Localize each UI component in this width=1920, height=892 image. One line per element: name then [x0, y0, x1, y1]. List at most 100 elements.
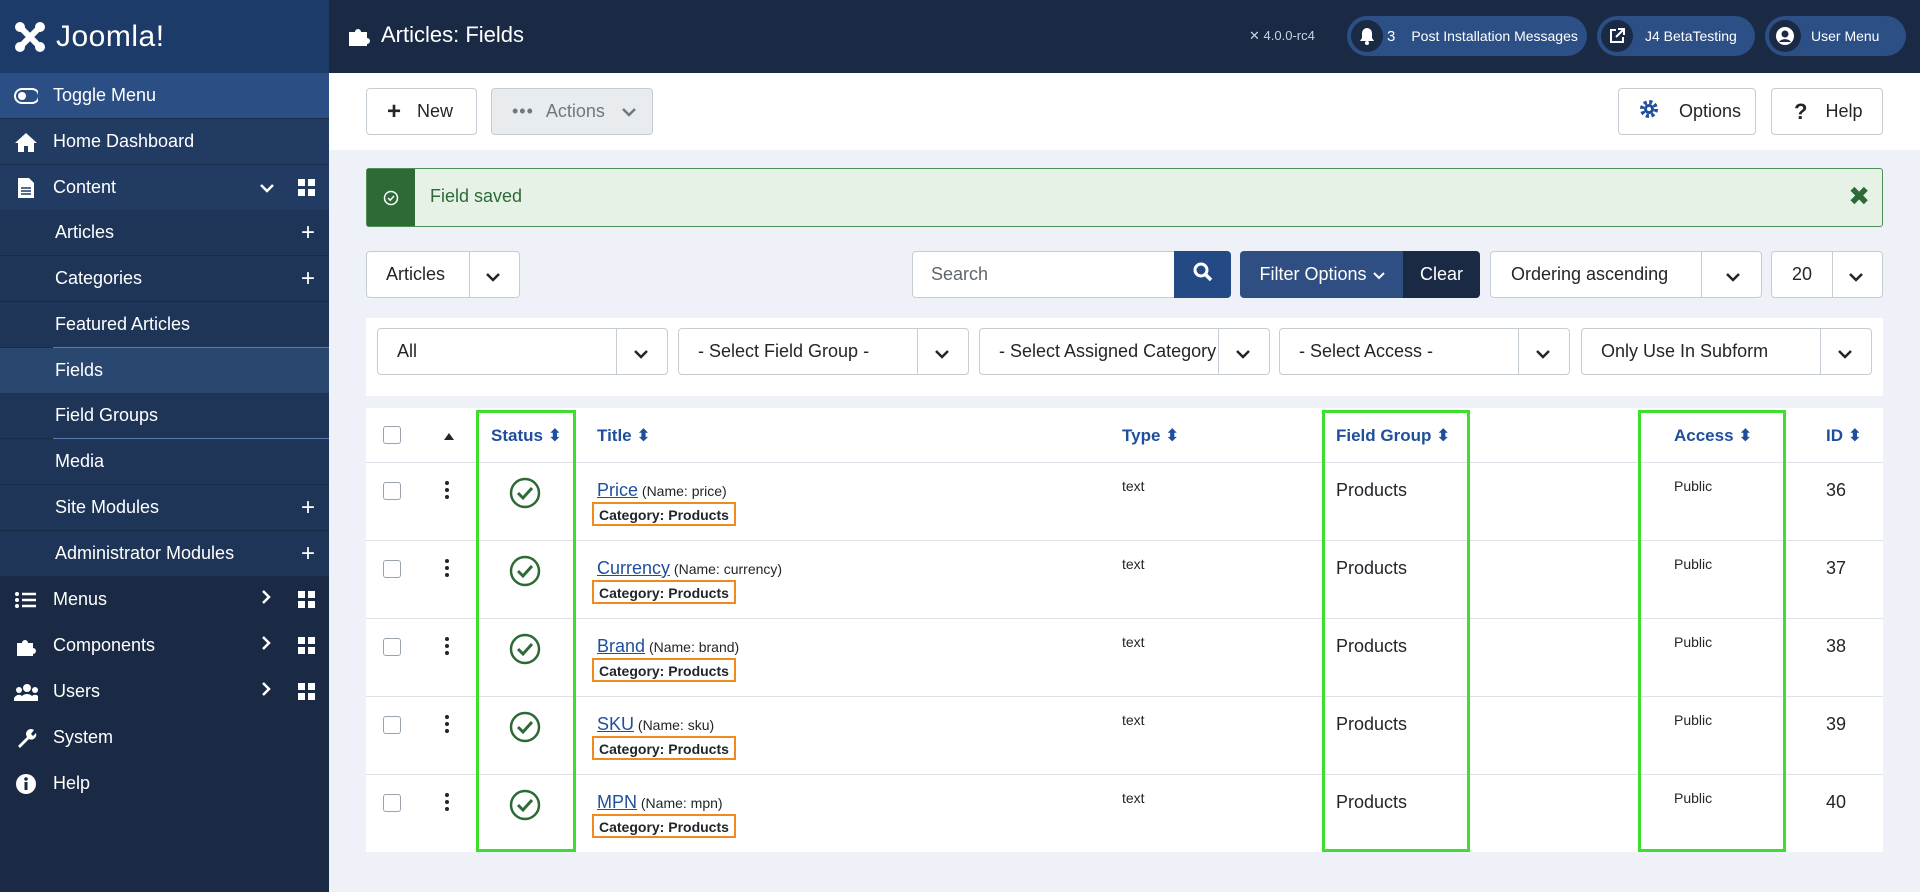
divider	[53, 347, 329, 348]
plus-icon[interactable]: +	[300, 493, 315, 521]
sort-icon: ⬍	[1847, 426, 1862, 445]
row-checkbox[interactable]	[383, 638, 401, 656]
sidebar-item-home-dashboard[interactable]: Home Dashboard	[0, 119, 329, 164]
gear-icon	[1639, 99, 1659, 124]
options-button[interactable]: Options	[1618, 88, 1756, 135]
plus-icon[interactable]: +	[300, 218, 315, 246]
access-column-highlight	[1638, 410, 1786, 852]
field-title-link[interactable]: SKU	[597, 714, 635, 734]
column-header-id[interactable]: ID ⬍	[1826, 426, 1862, 446]
joomla-mini-icon: ✕	[1249, 28, 1260, 43]
published-check-icon[interactable]	[509, 633, 541, 670]
published-check-icon[interactable]	[509, 477, 541, 514]
sidebar-item-label: Media	[55, 451, 105, 471]
field-title-link[interactable]: Brand	[597, 636, 646, 656]
version-label: ✕ 4.0.0-rc4	[1249, 28, 1315, 44]
access-cell: Public	[1674, 790, 1713, 806]
sort-ordering-icon[interactable]	[443, 428, 455, 446]
filter-options-button[interactable]: Filter Options	[1240, 251, 1404, 298]
close-icon[interactable]: ✖	[1848, 181, 1870, 211]
published-check-icon[interactable]	[509, 711, 541, 748]
access-filter-select[interactable]: - Select Access -	[1279, 328, 1570, 375]
select-all-checkbox[interactable]	[383, 426, 401, 444]
j4-betatesting-button[interactable]: J4 BetaTesting	[1597, 16, 1755, 56]
toggle-menu-button[interactable]: Toggle Menu	[0, 73, 329, 118]
search-button[interactable]	[1174, 251, 1231, 298]
ordering-select[interactable]: Ordering ascending	[1490, 251, 1762, 298]
filter-value: All	[397, 341, 418, 361]
column-header-title[interactable]: Title ⬍	[597, 426, 651, 446]
row-checkbox[interactable]	[383, 560, 401, 578]
sidebar-item-media[interactable]: Media	[0, 439, 329, 484]
sidebar-item-label: Administrator Modules	[55, 543, 235, 563]
sidebar-item-fields[interactable]: Fields	[0, 348, 329, 393]
dashboard-grid-icon[interactable]	[298, 591, 315, 608]
kebab-menu-icon[interactable]	[445, 637, 449, 658]
sidebar-item-administrator-modules[interactable]: Administrator Modules +	[0, 531, 329, 576]
chevron-right-icon[interactable]	[261, 680, 271, 703]
sidebar-item-users[interactable]: Users	[0, 669, 329, 714]
sidebar-item-featured-articles[interactable]: Featured Articles	[0, 302, 329, 347]
sidebar-item-site-modules[interactable]: Site Modules +	[0, 485, 329, 530]
column-header-access[interactable]: Access ⬍	[1674, 426, 1753, 446]
row-divider	[366, 462, 1883, 463]
divider	[1518, 329, 1519, 374]
row-checkbox[interactable]	[383, 482, 401, 500]
plus-icon[interactable]: +	[300, 264, 315, 292]
chevron-down-icon	[1725, 266, 1741, 287]
search-input[interactable]: Search	[912, 251, 1175, 298]
row-checkbox[interactable]	[383, 794, 401, 812]
assigned-category-filter-select[interactable]: - Select Assigned Category -	[979, 328, 1270, 375]
sidebar-item-content[interactable]: Content	[0, 165, 329, 210]
kebab-menu-icon[interactable]	[445, 559, 449, 580]
kebab-menu-icon[interactable]	[445, 481, 449, 502]
joomla-logo-icon	[15, 21, 45, 52]
chevron-down-icon[interactable]	[259, 176, 275, 199]
published-check-icon[interactable]	[509, 555, 541, 592]
row-checkbox[interactable]	[383, 716, 401, 734]
sidebar-item-components[interactable]: Components	[0, 623, 329, 668]
subform-filter-select[interactable]: Only Use In Subform	[1581, 328, 1872, 375]
help-button[interactable]: ? Help	[1771, 88, 1883, 135]
column-header-field-group[interactable]: Field Group ⬍	[1336, 426, 1450, 446]
chevron-right-icon[interactable]	[261, 588, 271, 611]
list-limit-select[interactable]: 20	[1771, 251, 1883, 298]
sidebar-item-articles[interactable]: Articles +	[0, 210, 329, 255]
field-title-link[interactable]: MPN	[597, 792, 637, 812]
user-menu-button[interactable]: User Menu	[1765, 16, 1906, 56]
user-icon	[1769, 20, 1801, 52]
question-icon: ?	[1794, 98, 1808, 124]
column-header-status[interactable]: Status ⬍	[491, 426, 562, 446]
sidebar-item-help[interactable]: Help	[0, 761, 329, 806]
limit-value: 20	[1792, 264, 1813, 284]
column-header-type[interactable]: Type ⬍	[1122, 426, 1179, 446]
post-installation-messages-button[interactable]: 3 Post Installation Messages	[1347, 16, 1587, 56]
kebab-menu-icon[interactable]	[445, 715, 449, 736]
sidebar-item-categories[interactable]: Categories +	[0, 256, 329, 301]
sidebar-item-label: Menus	[53, 589, 108, 609]
chevron-right-icon[interactable]	[261, 634, 271, 657]
kebab-menu-icon[interactable]	[445, 793, 449, 814]
users-icon	[14, 680, 38, 704]
field-title-link[interactable]: Price	[597, 480, 639, 500]
sidebar-item-label: Fields	[55, 360, 104, 380]
joomla-logo[interactable]: Joomla!	[0, 0, 329, 73]
dashboard-grid-icon[interactable]	[298, 637, 315, 654]
field-title-link[interactable]: Currency	[597, 558, 671, 578]
field-name: (Name: sku)	[637, 717, 715, 733]
field-group-filter-select[interactable]: - Select Field Group -	[678, 328, 969, 375]
title-cell: Currency (Name: currency)	[597, 558, 782, 579]
plus-icon[interactable]: +	[300, 539, 315, 567]
sidebar-item-menus[interactable]: Menus	[0, 577, 329, 622]
dashboard-grid-icon[interactable]	[298, 683, 315, 700]
state-filter-select[interactable]: All	[377, 328, 668, 375]
dashboard-grid-icon[interactable]	[298, 179, 315, 196]
published-check-icon[interactable]	[509, 789, 541, 826]
sidebar-item-field-groups[interactable]: Field Groups	[0, 393, 329, 438]
context-select[interactable]: Articles	[366, 251, 520, 298]
actions-dropdown[interactable]: ••• Actions	[491, 88, 653, 135]
new-button[interactable]: + New	[366, 88, 477, 135]
sidebar-item-system[interactable]: System	[0, 715, 329, 760]
type-cell: text	[1122, 790, 1145, 806]
clear-button[interactable]: Clear	[1403, 251, 1480, 298]
